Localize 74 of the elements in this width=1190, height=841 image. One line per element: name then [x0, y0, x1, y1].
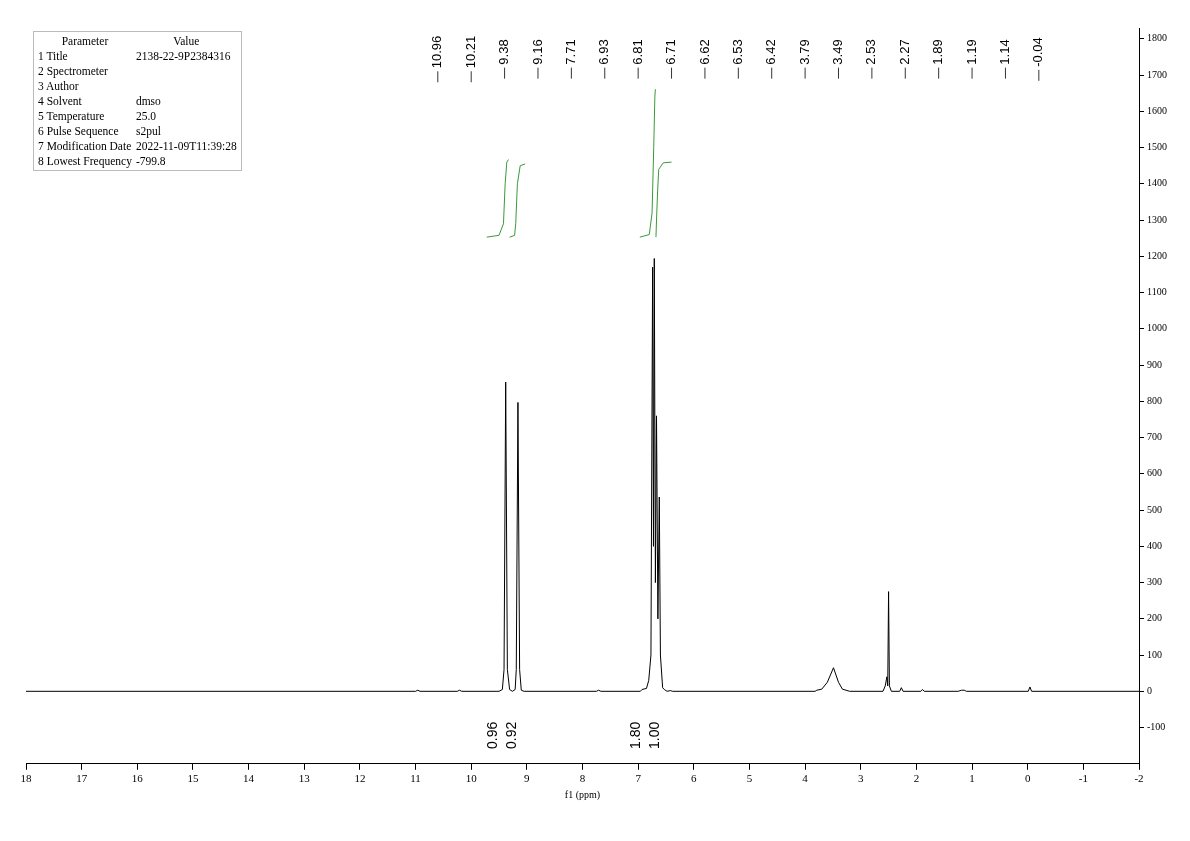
annotation: 6.71	[663, 39, 679, 65]
annotation: 6.53	[729, 39, 745, 65]
x-tick-label: 1	[969, 772, 975, 785]
y-tick-label: 100	[1147, 648, 1162, 660]
x-tick-label: 3	[858, 772, 864, 785]
annotation: 8 Lowest Frequency -799.8	[38, 155, 167, 167]
annotation: 10.21	[462, 35, 478, 69]
y-tick-label: 800	[1147, 394, 1162, 406]
text: Parameter Value	[61, 35, 200, 47]
annotation: -0.04	[1030, 37, 1046, 67]
annotation: 6.93	[596, 39, 612, 65]
x-tick-label: 5	[746, 772, 753, 785]
y-tick-label: 900	[1147, 358, 1162, 370]
annotation: 3 Author	[38, 80, 80, 92]
x-tick-label: 0	[1024, 772, 1031, 785]
y-tick-label: 500	[1147, 503, 1162, 515]
annotation: 10.96	[429, 35, 445, 69]
text: 6 Pulse Sequence s2pul	[38, 125, 161, 137]
y-tick-label: 200	[1147, 612, 1162, 624]
y-tick-label: 700	[1147, 431, 1162, 443]
annotation: 1.19	[963, 39, 979, 65]
x-tick-label: 18	[20, 772, 32, 785]
annotation: 1.14	[997, 39, 1013, 65]
annotation: 2.27	[896, 39, 912, 65]
x-tick-label: 4	[802, 772, 809, 785]
text: 5 Temperature 25.0	[38, 110, 157, 122]
x-tick-label: -2	[1134, 772, 1144, 785]
y-tick-label: 400	[1147, 539, 1162, 551]
annotation: 6.81	[629, 39, 645, 65]
x-tick-label: 17	[76, 772, 88, 785]
annotation: 2 Spectrometer	[38, 65, 109, 77]
x-tick-label: 12	[354, 772, 366, 785]
x-tick-label: -1	[1078, 772, 1088, 785]
annotation: 1.80	[627, 720, 644, 751]
x-tick-label: 14	[243, 772, 255, 785]
y-tick-label: 0	[1147, 684, 1152, 696]
y-tick-label: 1800	[1147, 32, 1167, 44]
y-tick-label: 300	[1147, 576, 1162, 588]
y-tick-label: 1200	[1147, 249, 1167, 261]
y-tick-label: 1000	[1147, 322, 1167, 334]
x-tick-label: 13	[298, 772, 311, 785]
text: 1 Title 2138-22-9P2384316	[38, 50, 231, 62]
annotation: 3.79	[796, 39, 812, 65]
y-tick-label: -100	[1147, 721, 1166, 733]
annotation: 9.38	[496, 39, 512, 65]
y-tick-label: 600	[1147, 467, 1162, 479]
y-tick-label: 1500	[1147, 141, 1167, 153]
annotation: 6.42	[763, 39, 779, 65]
y-tick-label: 1100	[1147, 286, 1167, 298]
annotation: 1.00	[646, 720, 663, 751]
x-tick-label: 16	[131, 772, 144, 785]
annotation: 0.96	[484, 720, 501, 751]
annotation: 1.89	[930, 39, 946, 65]
text: 4 Solvent dmso	[38, 95, 161, 107]
annotation: 7 Modification Date 2022-11-09T11:39:28	[38, 140, 237, 152]
x-tick-label: 2	[913, 772, 920, 785]
x-tick-label: 15	[187, 772, 199, 785]
x-axis-title: f1 (ppm)	[564, 788, 601, 801]
y-tick-label: 1600	[1147, 104, 1167, 116]
x-tick-label: 8	[579, 772, 586, 785]
x-tick-label: 9	[524, 772, 531, 785]
y-tick-label: 1700	[1147, 68, 1167, 80]
annotation: 2.53	[863, 39, 879, 65]
y-tick-label: 1400	[1147, 177, 1167, 189]
annotation: 3.49	[830, 39, 846, 65]
annotation: 7.71	[562, 39, 578, 65]
x-tick-label: 7	[635, 772, 642, 785]
y-tick-label: 1300	[1147, 213, 1167, 225]
annotation: 0.92	[503, 720, 520, 751]
x-tick-label: 6	[691, 772, 698, 785]
x-tick-label: 11	[410, 772, 421, 785]
annotation: 9.16	[529, 39, 545, 65]
x-tick-label: 10	[465, 772, 478, 785]
annotation: 6.62	[696, 39, 712, 65]
